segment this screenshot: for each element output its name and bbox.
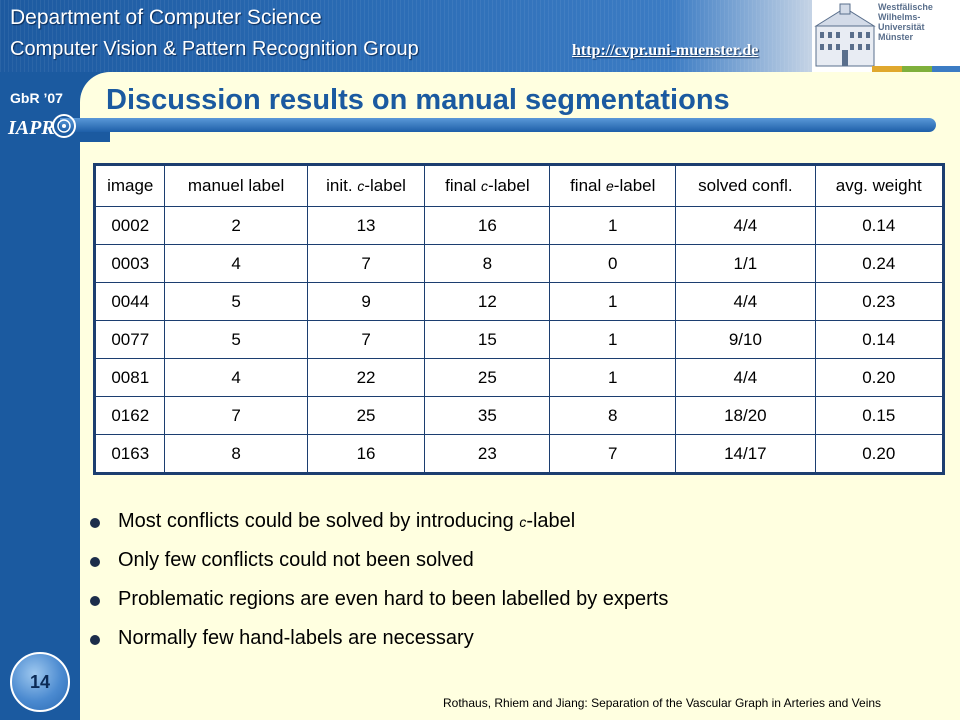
table-cell: 0.20 [814,358,945,397]
table-cell: 4/4 [675,282,816,321]
table-cell: 7 [306,244,426,283]
table-cell: 0163 [93,434,166,474]
header-texture [0,0,812,72]
table-cell: 0003 [93,244,166,283]
svg-text:IAPR: IAPR [7,117,55,139]
bullet-list: Most conflicts could be solved by introd… [90,510,668,666]
column-header-final-c-label: final c-label [424,164,551,207]
table-cell: 0.15 [814,396,945,435]
table-cell: 8 [424,244,551,283]
bullet-dot-icon [90,635,100,645]
results-table: image manuel label init. c-label final c… [93,163,945,475]
table-cell: 4/4 [675,206,816,245]
column-header-solved-conflicts: solved confl. [675,164,816,207]
table-cell: 23 [424,434,551,474]
bullet-dot-icon [90,557,100,567]
slide-title: Discussion results on manual segmentatio… [106,84,730,116]
table-cell: 0.24 [814,244,945,283]
table-cell: 16 [424,206,551,245]
table-cell: 22 [306,358,426,397]
table-cell: 4 [164,358,308,397]
table-row: 0002 2 13 16 1 4/4 0.14 [93,206,945,245]
bullet-dot-icon [90,596,100,606]
table-cell: 35 [424,396,551,435]
table-cell: 1/1 [675,244,816,283]
column-header-avg-weight: avg. weight [814,164,945,207]
bullet-item: Most conflicts could be solved by introd… [90,510,668,549]
university-building-icon [814,3,876,67]
table-row: 0163 8 16 23 7 14/17 0.20 [93,434,945,474]
table-cell: 0044 [93,282,166,321]
table-cell: 18/20 [675,396,816,435]
table-body: 0002 2 13 16 1 4/4 0.14 0003 4 7 8 0 1/1… [93,206,945,474]
table-row: 0003 4 7 8 0 1/1 0.24 [93,244,945,283]
university-color-stripe [872,66,902,72]
table-cell: 9 [306,282,426,321]
table-cell: 1 [549,206,677,245]
table-cell: 4/4 [675,358,816,397]
table-cell: 13 [306,206,426,245]
department-title: Department of Computer Science [10,6,322,29]
table-cell: 4 [164,244,308,283]
slide-number: 14 [10,652,70,712]
header-banner: Department of Computer Science Computer … [0,0,960,72]
left-sidebar [0,72,80,720]
table-cell: 0081 [93,358,166,397]
table-cell: 16 [306,434,426,474]
table-cell: 25 [306,396,426,435]
event-label: GbR ’07 [10,90,63,106]
table-cell: 0077 [93,320,166,359]
table-row: 0044 5 9 12 1 4/4 0.23 [93,282,945,321]
table-cell: 8 [549,396,677,435]
table-cell: 5 [164,282,308,321]
title-underline-bar [60,118,936,132]
table-cell: 0.20 [814,434,945,474]
table-cell: 25 [424,358,551,397]
table-cell: 8 [164,434,308,474]
table-cell: 0.23 [814,282,945,321]
footer-citation: Rothaus, Rhiem and Jiang: Separation of … [443,696,882,710]
table-cell: 14/17 [675,434,816,474]
bullet-item: Problematic regions are even hard to bee… [90,588,668,627]
column-header-final-e-label: final e-label [549,164,677,207]
table-cell: 0.14 [814,206,945,245]
group-url-link[interactable]: http://cvpr.uni-muenster.de [572,42,759,59]
table-header-row: image manuel label init. c-label final c… [93,164,945,207]
group-name: Computer Vision & Pattern Recognition Gr… [10,38,419,60]
bullet-dot-icon [90,518,100,528]
university-logo: Westfälische Wilhelms-Universität Münste… [812,0,960,72]
table-cell: 0.14 [814,320,945,359]
table-cell: 15 [424,320,551,359]
column-header-image: image [93,164,166,207]
table-cell: 1 [549,320,677,359]
table-row: 0077 5 7 15 1 9/10 0.14 [93,320,945,359]
table-cell: 0162 [93,396,166,435]
table-cell: 5 [164,320,308,359]
table-cell: 1 [549,282,677,321]
table-cell: 9/10 [675,320,816,359]
table-cell: 12 [424,282,551,321]
bullet-item: Only few conflicts could not been solved [90,549,668,588]
column-header-manual-label: manuel label [164,164,308,207]
table-cell: 0 [549,244,677,283]
sidebar-corner-inner [80,72,140,118]
university-name: Westfälische Wilhelms-Universität Münste… [878,2,933,42]
table-cell: 7 [306,320,426,359]
table-cell: 2 [164,206,308,245]
table-cell: 0002 [93,206,166,245]
table-cell: 7 [164,396,308,435]
table-row: 0162 7 25 35 8 18/20 0.15 [93,396,945,435]
bullet-item: Normally few hand-labels are necessary [90,627,668,666]
table-row: 0081 4 22 25 1 4/4 0.20 [93,358,945,397]
iapr-logo: IAPR [7,114,76,139]
table-cell: 7 [549,434,677,474]
table-cell: 1 [549,358,677,397]
column-header-init-c-label: init. c-label [306,164,426,207]
